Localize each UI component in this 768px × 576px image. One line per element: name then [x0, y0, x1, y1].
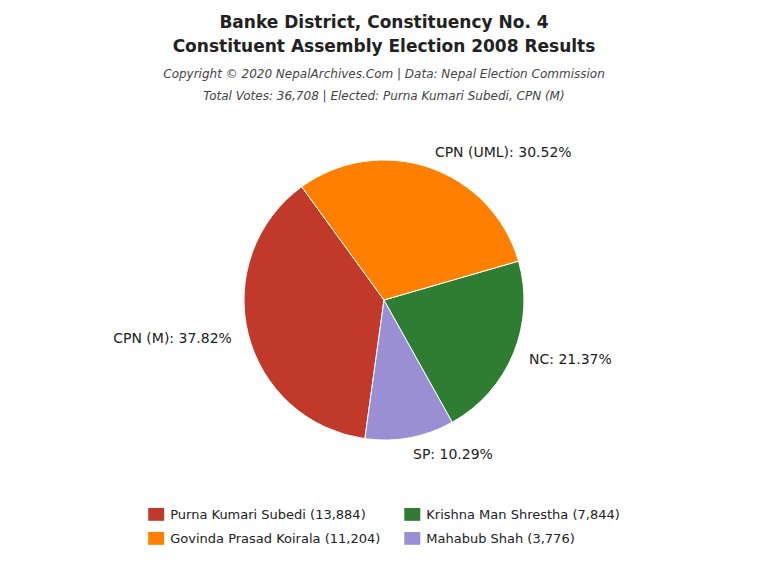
legend-label: Mahabub Shah (3,776) [426, 531, 574, 546]
legend-item: Purna Kumari Subedi (13,884) [148, 507, 366, 522]
subtitle: Constituent Assembly Election 2008 Resul… [173, 36, 596, 56]
legend-item: Mahabub Shah (3,776) [404, 531, 574, 546]
legend-item: Krishna Man Shrestha (7,844) [404, 507, 620, 522]
legend-swatch [404, 532, 420, 545]
title: Banke District, Constituency No. 4 [219, 12, 548, 32]
legend-swatch [404, 508, 420, 521]
data-label: SP: 10.29% [413, 446, 493, 462]
data-label: CPN (UML): 30.52% [435, 144, 572, 160]
annotation: Total Votes: 36,708 | Elected: Purna Kum… [203, 89, 564, 103]
legend-swatch [148, 508, 164, 521]
pie: CPN (M): 37.82% SP: 10.29% NC: 21.37% CPN (… [113, 144, 612, 462]
annotation: Copyright © 2020 NepalArchives.Com | Dat… [163, 67, 605, 81]
legend-label: Govinda Prasad Koirala (11,204) [170, 531, 380, 546]
legend: Purna Kumari Subedi (13,884) Govinda Pras… [148, 507, 620, 546]
data-label: CPN (M): 37.82% [113, 330, 232, 346]
data-label: NC: 21.37% [529, 351, 612, 367]
slice [302, 160, 519, 300]
legend-swatch [148, 532, 164, 545]
legend-label: Krishna Man Shrestha (7,844) [426, 507, 620, 522]
legend-item: Govinda Prasad Koirala (11,204) [148, 531, 380, 546]
legend-label: Purna Kumari Subedi (13,884) [170, 507, 366, 522]
chart: Banke District, Constituency No. 4 Consti… [0, 0, 768, 576]
